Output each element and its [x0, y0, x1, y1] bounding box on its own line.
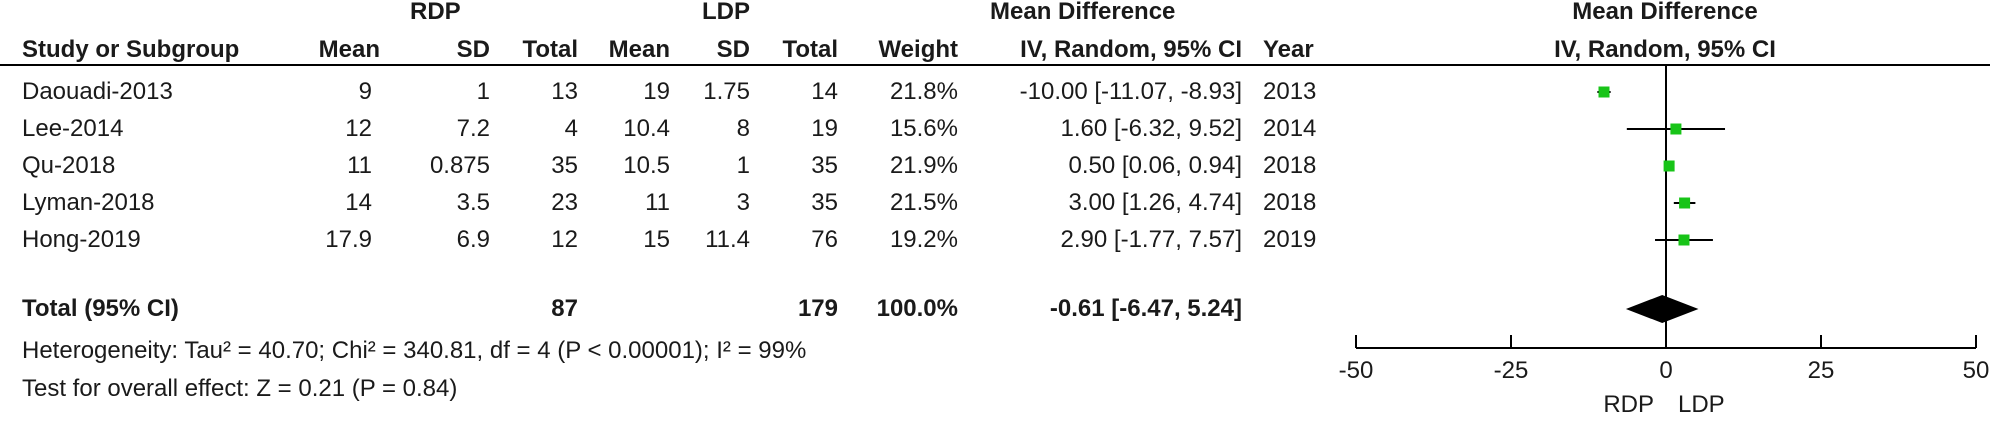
- study-marker: [1679, 197, 1691, 209]
- study-name: Lyman-2018: [22, 189, 155, 216]
- cell-md: 3.00 [1.26, 4.74]: [1068, 189, 1242, 216]
- cell-mean2: 15: [643, 226, 670, 253]
- plot-subtitle: IV, Random, 95% CI: [1554, 36, 1776, 63]
- cell-sd1: 3.5: [456, 189, 490, 216]
- study-name: Lee-2014: [22, 115, 124, 142]
- cell-md: 2.90 [-1.77, 7.57]: [1060, 226, 1242, 253]
- col-sd1: SD: [456, 36, 490, 63]
- col-sd2: SD: [716, 36, 750, 63]
- col-weight: Weight: [878, 36, 958, 63]
- study-name: Qu-2018: [22, 152, 116, 179]
- cell-total2: 14: [811, 78, 838, 105]
- cell-weight: 21.8%: [889, 78, 958, 105]
- pooled-diamond: [1625, 295, 1699, 323]
- group2-header: LDP: [702, 0, 750, 25]
- cell-sd2: 1: [736, 152, 750, 179]
- study-marker: [1598, 86, 1610, 98]
- heterogeneity-text: Heterogeneity: Tau² = 40.70; Chi² = 340.…: [22, 337, 807, 364]
- col-total1: Total: [522, 36, 578, 63]
- cell-md: -10.00 [-11.07, -8.93]: [1019, 78, 1242, 105]
- cell-sd1: 7.2: [456, 115, 490, 142]
- favours-right-label: LDP: [1678, 391, 1725, 418]
- cell-year: 2019: [1263, 226, 1317, 253]
- plot-title: Mean Difference: [1572, 0, 1758, 25]
- cell-year: 2013: [1263, 78, 1317, 105]
- col-total2: Total: [782, 36, 838, 63]
- col-mean1: Mean: [318, 36, 380, 63]
- cell-year: 2014: [1263, 115, 1317, 142]
- cell-year: 2018: [1263, 152, 1317, 179]
- col-mean2: Mean: [608, 36, 670, 63]
- study-marker: [1670, 123, 1682, 135]
- x-tick-label: 25: [1808, 357, 1835, 384]
- cell-total2: 35: [811, 152, 838, 179]
- cell-mean2: 10.4: [623, 115, 670, 142]
- total-md: -0.61 [-6.47, 5.24]: [1049, 295, 1242, 322]
- overall-effect-text: Test for overall effect: Z = 0.21 (P = 0…: [22, 375, 458, 402]
- cell-sd2: 8: [736, 115, 750, 142]
- x-tick-label: 50: [1963, 357, 1990, 384]
- cell-total2: 35: [811, 189, 838, 216]
- x-tick-label: 0: [1659, 357, 1672, 384]
- cell-mean1: 9: [358, 78, 372, 105]
- cell-weight: 19.2%: [889, 226, 958, 253]
- x-tick-label: -50: [1339, 357, 1374, 384]
- cell-mean2: 10.5: [623, 152, 670, 179]
- total-weight: 100.0%: [876, 295, 958, 322]
- study-marker: [1678, 234, 1690, 246]
- favours-left-label: RDP: [1603, 391, 1654, 418]
- study-name: Daouadi-2013: [22, 78, 173, 105]
- cell-mean1: 12: [345, 115, 372, 142]
- header-rule: [0, 64, 1990, 66]
- cell-sd1: 0.875: [429, 152, 490, 179]
- cell-weight: 15.6%: [889, 115, 958, 142]
- cell-total1: 12: [551, 226, 578, 253]
- cell-year: 2018: [1263, 189, 1317, 216]
- cell-sd1: 6.9: [456, 226, 490, 253]
- study-name: Hong-2019: [22, 226, 141, 253]
- cell-mean2: 11: [645, 189, 670, 216]
- x-tick-label: -25: [1494, 357, 1529, 384]
- col-md: IV, Random, 95% CI: [1020, 36, 1242, 63]
- study-marker: [1663, 160, 1675, 172]
- cell-sd2: 3: [736, 189, 750, 216]
- cell-weight: 21.9%: [889, 152, 958, 179]
- cell-total1: 4: [564, 115, 578, 142]
- cell-total1: 23: [551, 189, 578, 216]
- cell-total2: 19: [811, 115, 838, 142]
- cell-sd2: 11.4: [705, 226, 750, 253]
- md-column-title: Mean Difference: [990, 0, 1176, 25]
- col-year: Year: [1263, 36, 1314, 63]
- total-n2: 179: [797, 295, 838, 322]
- total-n1: 87: [551, 295, 578, 322]
- cell-total1: 35: [551, 152, 578, 179]
- cell-mean2: 19: [643, 78, 670, 105]
- cell-sd2: 1.75: [703, 78, 750, 105]
- cell-total2: 76: [811, 226, 838, 253]
- cell-sd1: 1: [476, 78, 490, 105]
- cell-total1: 13: [551, 78, 578, 105]
- total-label: Total (95% CI): [22, 295, 179, 322]
- cell-mean1: 17.9: [325, 226, 372, 253]
- cell-md: 1.60 [-6.32, 9.52]: [1060, 115, 1242, 142]
- cell-md: 0.50 [0.06, 0.94]: [1068, 152, 1242, 179]
- col-study: Study or Subgroup: [22, 36, 240, 63]
- cell-weight: 21.5%: [889, 189, 958, 216]
- cell-mean1: 14: [345, 189, 372, 216]
- cell-mean1: 11: [347, 152, 372, 179]
- group1-header: RDP: [410, 0, 461, 25]
